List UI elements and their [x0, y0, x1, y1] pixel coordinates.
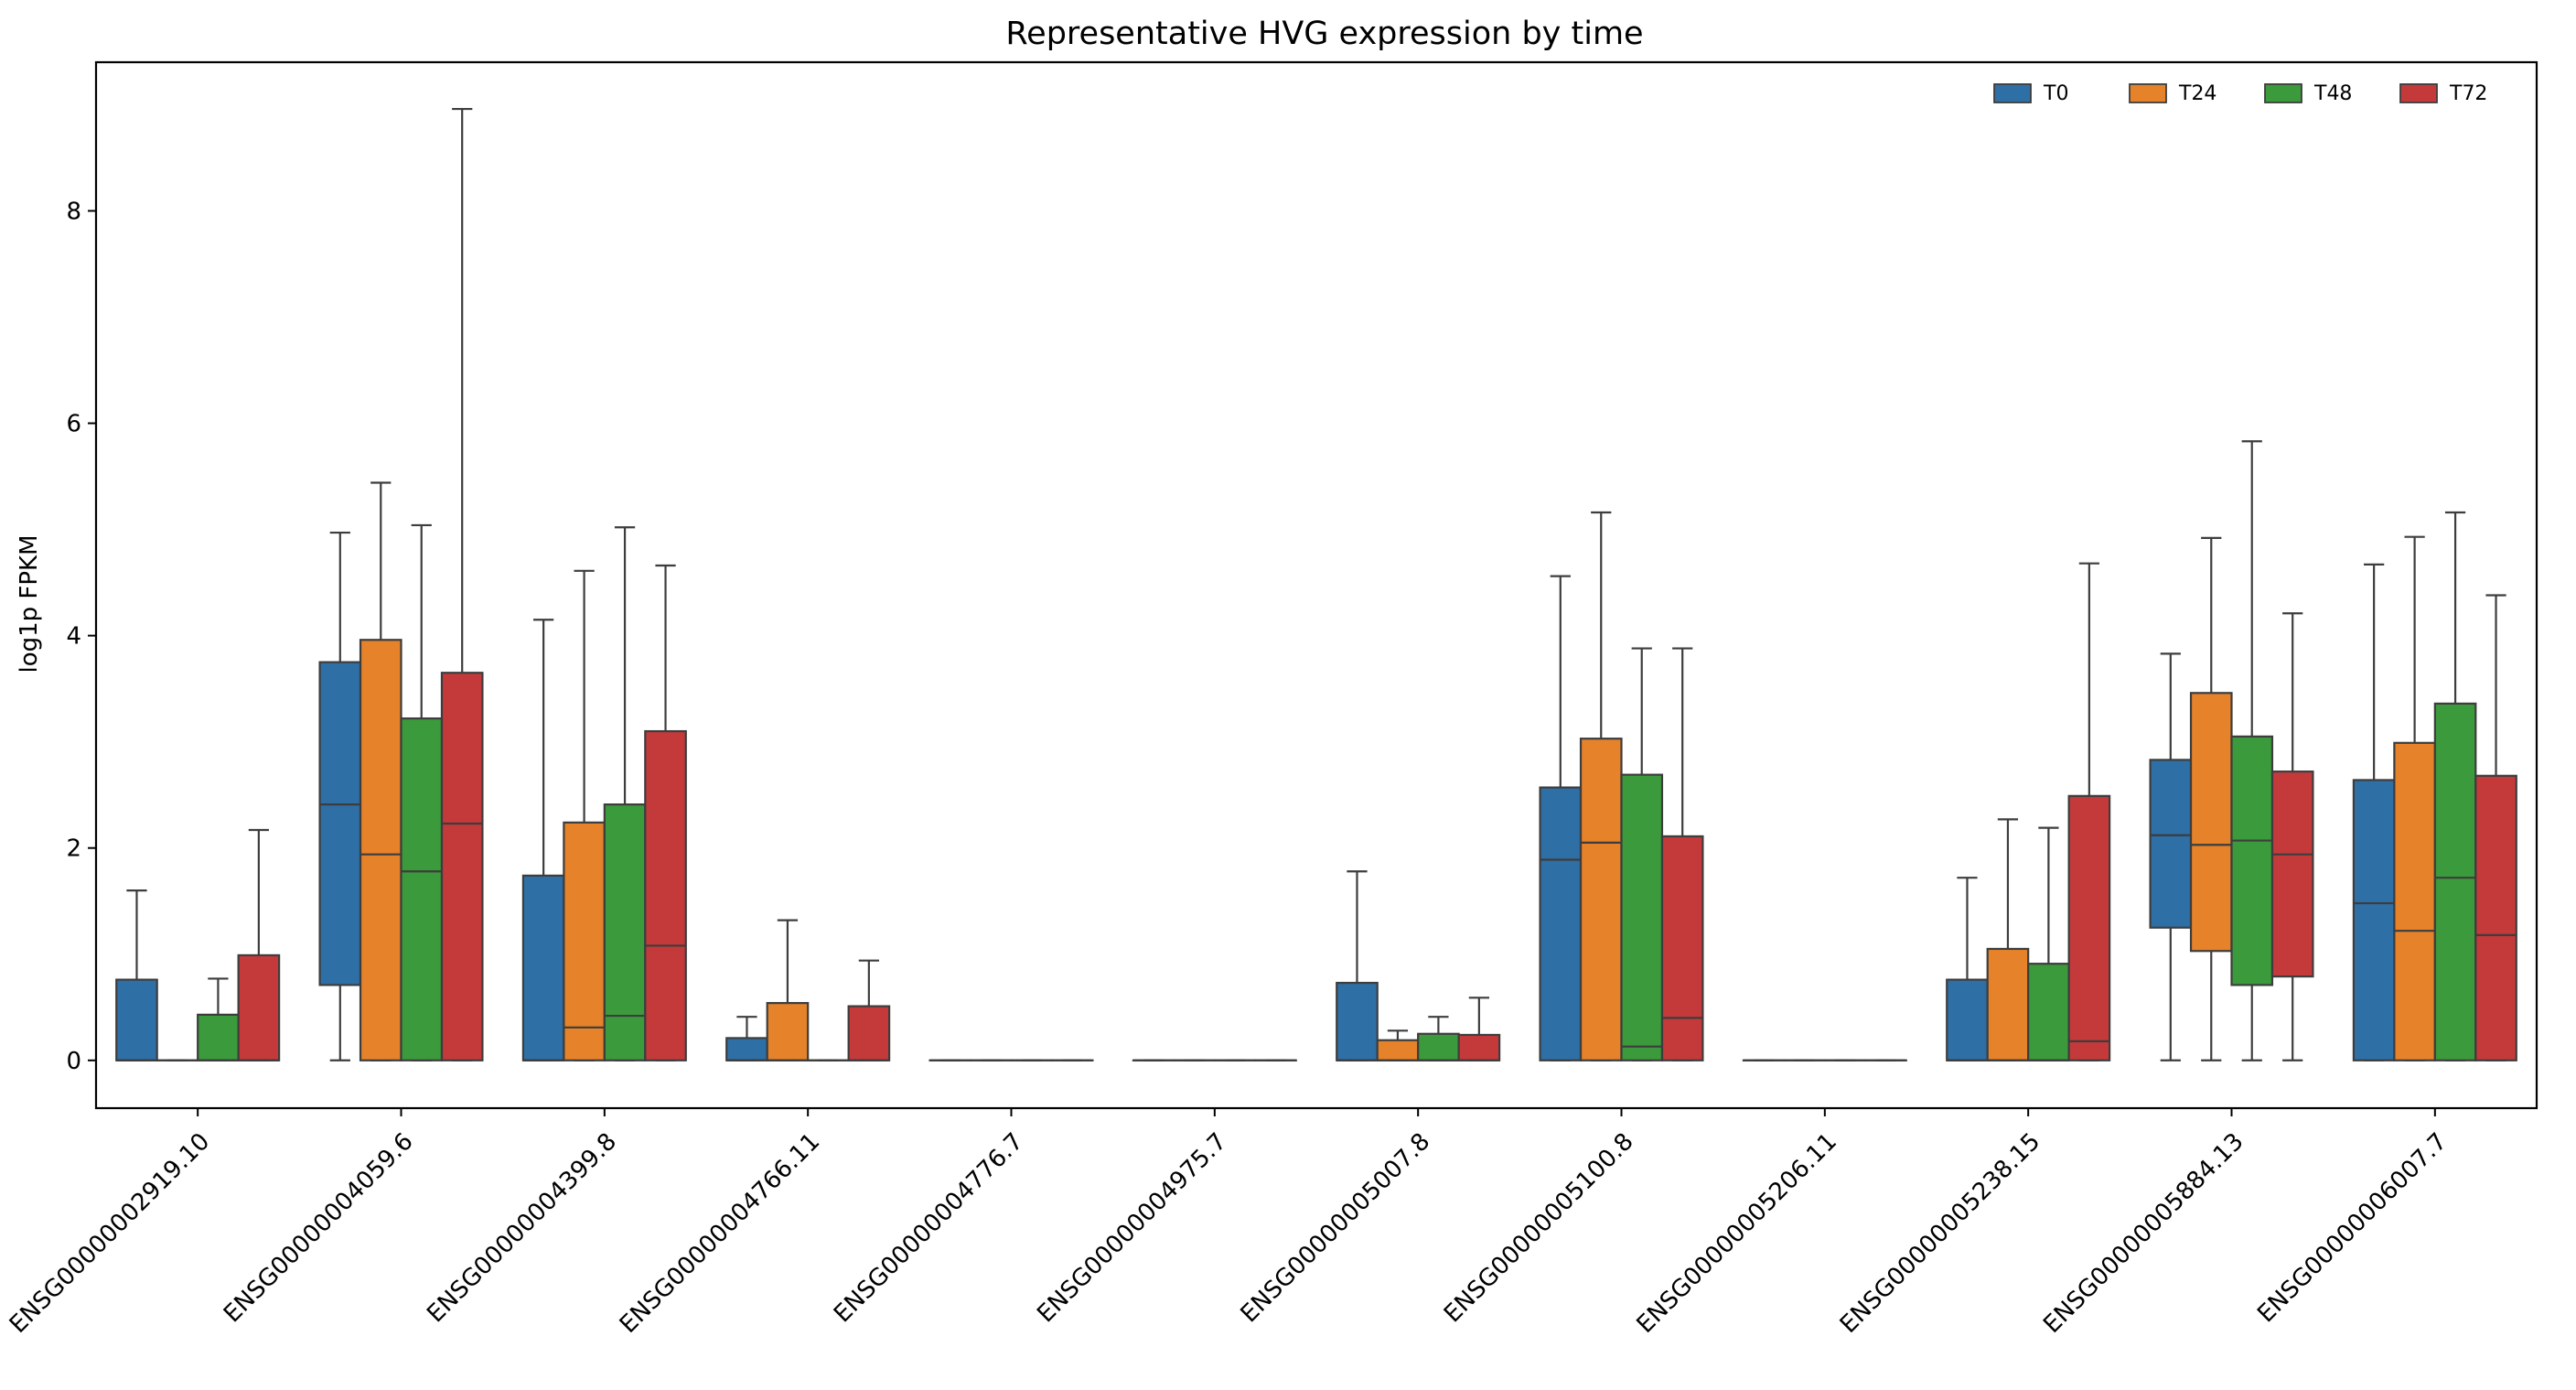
box-body: [1378, 1040, 1418, 1061]
y-tick-label: 6: [66, 411, 81, 438]
box-body: [2191, 693, 2231, 951]
box-body: [2028, 964, 2068, 1061]
box-body: [198, 1015, 238, 1061]
box-body: [645, 731, 685, 1061]
legend-label: T24: [2178, 82, 2216, 105]
box-body: [2435, 704, 2475, 1061]
box-body: [360, 640, 401, 1061]
box-body: [726, 1038, 767, 1060]
box-body: [564, 823, 604, 1061]
box-body: [1459, 1035, 1499, 1061]
chart-title: Representative HVG expression by time: [1005, 16, 1643, 52]
legend-swatch: [2265, 84, 2302, 102]
box-body: [1622, 775, 1662, 1061]
box-body: [1336, 983, 1377, 1061]
y-axis-label: log1p FPKM: [16, 534, 43, 673]
y-tick-label: 0: [66, 1048, 81, 1075]
box-body: [402, 718, 442, 1061]
y-tick-label: 2: [66, 835, 81, 863]
box-body: [1662, 836, 1702, 1061]
legend-label: T72: [2449, 82, 2487, 105]
box-body: [523, 876, 564, 1061]
box-body: [605, 804, 645, 1061]
box-body: [849, 1007, 889, 1061]
box-body: [2475, 776, 2516, 1061]
legend-swatch: [1994, 84, 2031, 102]
box-body: [2151, 760, 2191, 927]
legend-label: T0: [2043, 82, 2068, 105]
box-body: [1947, 980, 1987, 1061]
legend-label: T48: [2313, 82, 2352, 105]
legend-swatch: [2400, 84, 2437, 102]
box-body: [1418, 1034, 1458, 1061]
legend-item-T0: T0: [1994, 82, 2068, 105]
box-body: [239, 955, 279, 1061]
box-body: [116, 980, 156, 1061]
box-body: [320, 663, 360, 986]
box-body: [767, 1003, 808, 1061]
box-body: [1988, 949, 2028, 1061]
box-body: [2354, 780, 2394, 1060]
legend-swatch: [2130, 84, 2166, 102]
y-tick-label: 4: [66, 623, 81, 651]
box-body: [2069, 796, 2109, 1061]
y-tick-label: 8: [66, 198, 81, 225]
box-body: [2394, 743, 2434, 1061]
box-body: [442, 673, 482, 1061]
box-body: [1581, 738, 1621, 1061]
box-body: [2232, 737, 2272, 986]
box-body: [1540, 788, 1581, 1061]
box-body: [2272, 771, 2313, 976]
